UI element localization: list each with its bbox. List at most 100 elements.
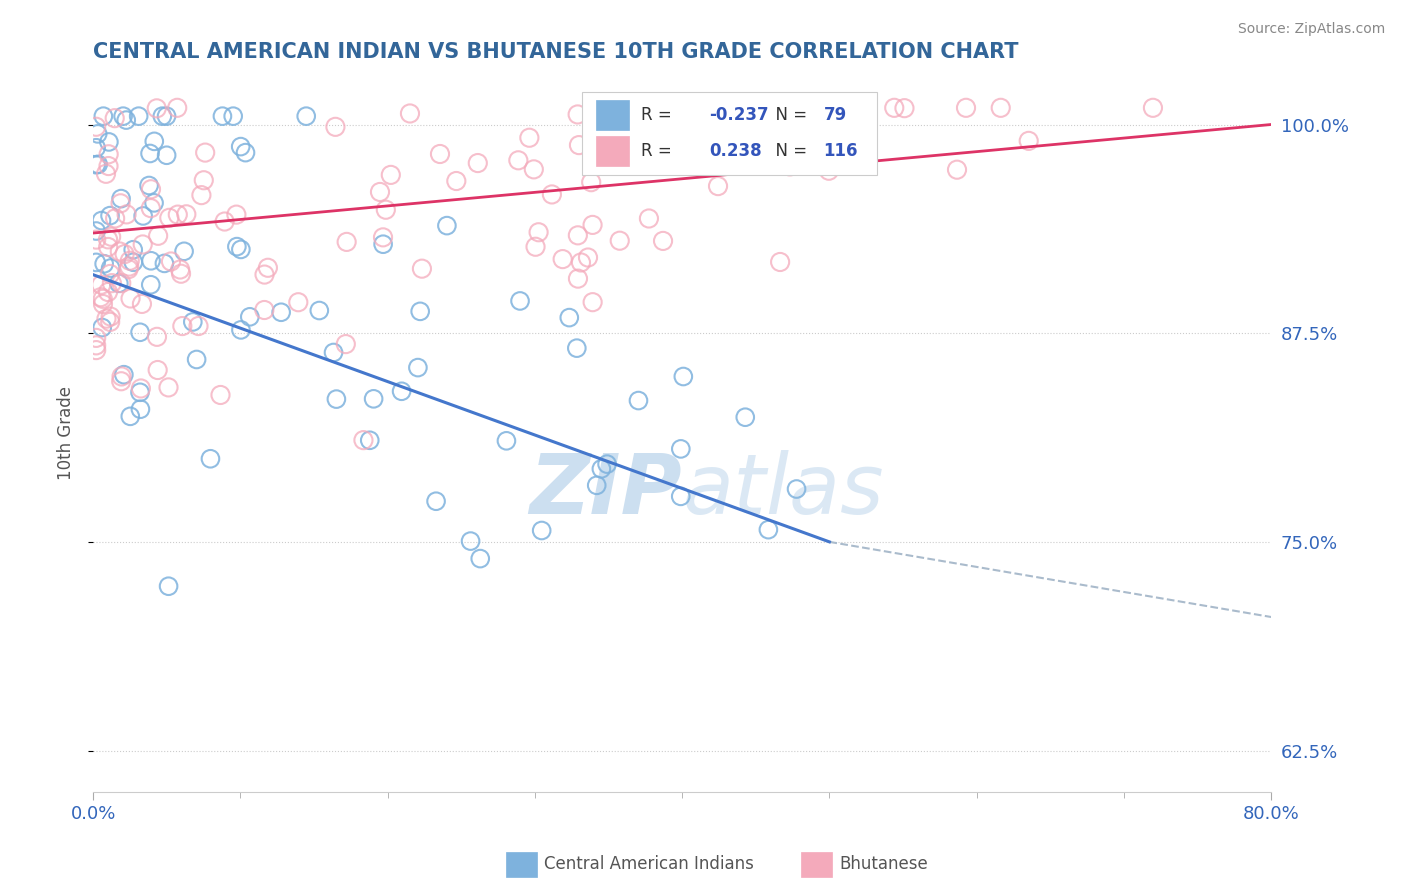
Point: [187, 319, 209, 334]
Point: [110, 196, 132, 211]
Point: [129, 381, 152, 395]
Point: [380, 168, 402, 182]
Point: [146, 330, 169, 344]
Point: [94, 167, 117, 181]
Point: [627, 393, 650, 408]
Point: [209, 388, 232, 402]
Text: ZIP: ZIP: [530, 450, 682, 532]
Point: [707, 179, 730, 194]
Text: atlas: atlas: [682, 450, 884, 532]
Point: [591, 462, 613, 476]
Text: 0.238: 0.238: [709, 142, 762, 161]
Point: [100, 229, 122, 244]
Point: [153, 256, 176, 270]
FancyBboxPatch shape: [596, 100, 628, 130]
Point: [104, 111, 127, 125]
Point: [253, 303, 276, 318]
Point: [495, 434, 517, 448]
Point: [172, 319, 194, 334]
Point: [110, 369, 132, 384]
Point: [523, 162, 546, 177]
Point: [108, 277, 131, 291]
Point: [235, 145, 257, 160]
Point: [139, 277, 162, 292]
Point: [108, 244, 131, 259]
Point: [818, 163, 841, 178]
Point: [470, 551, 492, 566]
Point: [567, 271, 589, 285]
Point: [84, 338, 107, 352]
Point: [568, 138, 591, 153]
Point: [157, 211, 180, 225]
Point: [112, 109, 135, 123]
Point: [239, 310, 262, 324]
Point: [139, 201, 162, 215]
Point: [893, 101, 915, 115]
Point: [91, 292, 114, 306]
Point: [118, 253, 141, 268]
Point: [86, 127, 108, 141]
Point: [146, 363, 169, 377]
Point: [541, 187, 564, 202]
Point: [104, 211, 127, 226]
Point: [84, 331, 107, 345]
FancyBboxPatch shape: [596, 136, 628, 166]
Point: [359, 434, 381, 448]
Point: [409, 304, 432, 318]
Point: [101, 276, 124, 290]
Point: [93, 257, 115, 271]
Point: [322, 345, 344, 359]
Point: [98, 209, 121, 223]
Point: [336, 235, 359, 249]
Point: [122, 255, 145, 269]
Point: [200, 451, 222, 466]
Point: [460, 534, 482, 549]
Point: [150, 109, 173, 123]
Point: [429, 147, 451, 161]
Point: [467, 156, 489, 170]
Point: [509, 293, 531, 308]
Point: [436, 219, 458, 233]
Point: [176, 207, 198, 221]
Point: [87, 157, 110, 171]
Point: [828, 112, 851, 126]
Point: [270, 305, 292, 319]
Point: [565, 341, 588, 355]
Point: [156, 148, 179, 162]
Point: [118, 260, 141, 274]
Point: [146, 228, 169, 243]
Point: [883, 101, 905, 115]
Point: [120, 292, 142, 306]
Point: [551, 252, 574, 266]
Point: [139, 146, 162, 161]
Text: Source: ZipAtlas.com: Source: ZipAtlas.com: [1237, 22, 1385, 37]
Text: CENTRAL AMERICAN INDIAN VS BHUTANESE 10TH GRADE CORRELATION CHART: CENTRAL AMERICAN INDIAN VS BHUTANESE 10T…: [93, 42, 1019, 62]
Point: [84, 255, 107, 269]
Point: [169, 262, 191, 277]
Point: [990, 101, 1012, 115]
Point: [229, 323, 252, 337]
Point: [758, 523, 780, 537]
Point: [576, 251, 599, 265]
Text: R =: R =: [641, 106, 676, 124]
Point: [524, 240, 547, 254]
Point: [530, 524, 553, 538]
Point: [84, 141, 107, 155]
Point: [399, 106, 422, 120]
Point: [693, 101, 716, 115]
Point: [363, 392, 385, 406]
Point: [170, 267, 193, 281]
Point: [786, 482, 808, 496]
Point: [114, 247, 136, 261]
Point: [706, 101, 728, 115]
Point: [596, 457, 619, 471]
Point: [391, 384, 413, 399]
Point: [117, 262, 139, 277]
Point: [157, 579, 180, 593]
Point: [374, 202, 396, 217]
FancyBboxPatch shape: [582, 93, 876, 175]
Point: [97, 135, 120, 149]
Point: [139, 182, 162, 196]
Point: [166, 208, 188, 222]
Point: [120, 409, 142, 424]
